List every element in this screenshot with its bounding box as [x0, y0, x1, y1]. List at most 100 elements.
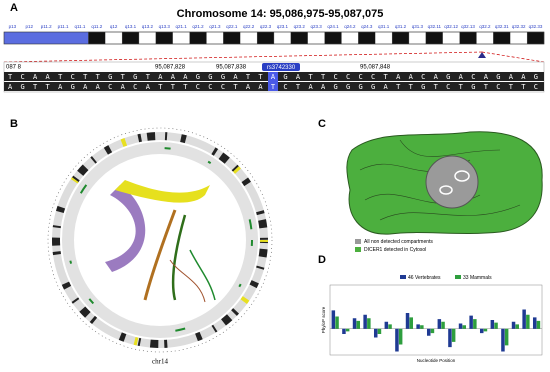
bar: [522, 309, 526, 329]
band: [493, 31, 511, 45]
bar: [511, 321, 516, 329]
bar: [363, 314, 367, 329]
band-label: q21.3: [209, 24, 221, 29]
band-label: q22.2: [243, 24, 255, 29]
band: [256, 31, 275, 45]
bar: [395, 328, 399, 352]
position-label: 95,087,848: [360, 65, 391, 71]
band: [172, 31, 190, 45]
chord: [115, 180, 210, 203]
bar: [373, 328, 378, 338]
nucleus: [425, 155, 479, 209]
band: [425, 31, 443, 45]
band-label: q12: [110, 24, 118, 29]
legend-swatch: [455, 275, 461, 279]
scale-ring: [47, 127, 273, 353]
band-label: q32.11: [428, 24, 442, 29]
band-label: q21.1: [176, 24, 188, 29]
band-label: q23.2: [294, 24, 306, 29]
band-label: q31.3: [412, 24, 424, 29]
legend-label: All non detected compartments: [364, 239, 433, 245]
legend-label: 46 Vertebrates: [408, 275, 441, 281]
band-label: q31.1: [378, 24, 390, 29]
band: [105, 31, 123, 45]
chord: [143, 209, 177, 301]
bar: [388, 324, 392, 329]
bar: [352, 318, 357, 329]
band: [290, 31, 308, 45]
band: [526, 31, 545, 45]
bar: [405, 313, 410, 329]
legend-label: DICER1 detected in Cytosol: [364, 247, 426, 253]
band: [240, 31, 258, 45]
circos-label: chr14: [152, 358, 168, 366]
bar: [441, 321, 445, 329]
bottom-strand: AGTTAGAACACATTTCCCTAATCTAAGGGGATTGTCTGTC…: [8, 83, 538, 91]
band: [408, 31, 427, 45]
panel-label: B: [10, 118, 18, 130]
band: [223, 31, 241, 45]
band: [358, 31, 376, 45]
bar: [342, 328, 346, 334]
band-label: q32.2: [479, 24, 491, 29]
nucleolus: [439, 185, 453, 195]
band: [88, 31, 106, 45]
band-label: q24.3: [361, 24, 373, 29]
panel-label: C: [318, 118, 326, 130]
legend-label: 33 Mammals: [463, 275, 492, 281]
bar: [430, 328, 435, 334]
band-label: q22.3: [260, 24, 272, 29]
bar: [515, 324, 519, 329]
bar: [458, 323, 463, 329]
band-label: q32.32: [512, 24, 526, 29]
band: [206, 31, 224, 45]
x-axis-label: Nucleotide Position: [417, 358, 456, 363]
bar: [536, 320, 541, 329]
band-label: q13.1: [125, 24, 137, 29]
bar: [398, 328, 403, 345]
band-label: q21.2: [192, 24, 204, 29]
band: [189, 31, 207, 45]
legend-swatch: [355, 239, 361, 244]
highlight-bands: [52, 132, 268, 348]
band-label: q11.1: [74, 24, 85, 29]
bar: [331, 310, 336, 329]
chord: [105, 185, 146, 272]
bar: [437, 319, 442, 329]
band: [442, 31, 460, 45]
band-label: q22.1: [226, 24, 238, 29]
bar: [479, 328, 484, 334]
bar: [377, 328, 382, 334]
cytoskeleton: [359, 139, 521, 221]
panel-label: D: [318, 254, 326, 266]
band-group: p13 p12 p11.2 p11.1 q11.1 q11.2 q12 q13.1 q13.2 q…: [9, 24, 545, 45]
band-label: q11.2: [91, 24, 102, 29]
legend-swatch: [355, 247, 361, 252]
legend-swatch: [400, 275, 406, 279]
bar: [345, 328, 350, 332]
band: [510, 31, 528, 45]
chord: [169, 259, 206, 303]
bar: [494, 322, 498, 329]
bar: [473, 319, 477, 329]
bar: [356, 320, 360, 329]
bar: [501, 328, 505, 352]
bar: [483, 328, 488, 332]
zoom-line: [481, 51, 545, 63]
p-arm: [4, 32, 112, 44]
track-ring: [62, 142, 258, 338]
band-label: p11.2: [41, 24, 52, 29]
band: [121, 31, 140, 45]
band-label: q31.2: [395, 24, 407, 29]
position-label: 087 8: [6, 65, 22, 71]
panel-label: A: [10, 2, 18, 14]
band: [155, 31, 173, 45]
position-label: 95,087,828: [155, 65, 186, 71]
bar: [335, 316, 339, 329]
band-label: p13: [9, 24, 17, 29]
plot-frame: [329, 284, 543, 356]
zoom-line: [3, 51, 483, 63]
bar: [409, 317, 413, 329]
bar: [448, 328, 452, 348]
